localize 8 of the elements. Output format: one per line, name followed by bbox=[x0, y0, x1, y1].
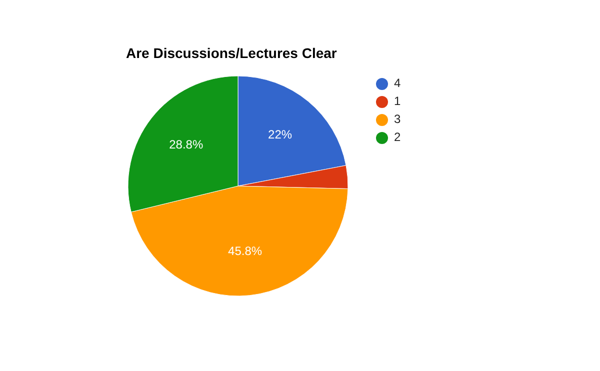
legend-label: 2 bbox=[394, 130, 401, 144]
legend-label: 4 bbox=[394, 76, 401, 90]
data-label: 22% bbox=[268, 127, 292, 142]
data-label: 28.8% bbox=[169, 137, 204, 152]
legend-label: 1 bbox=[394, 94, 401, 108]
chart-title: Are Discussions/Lectures Clear bbox=[126, 45, 338, 61]
data-label: 45.8% bbox=[228, 244, 262, 258]
legend-label: 3 bbox=[394, 112, 401, 126]
